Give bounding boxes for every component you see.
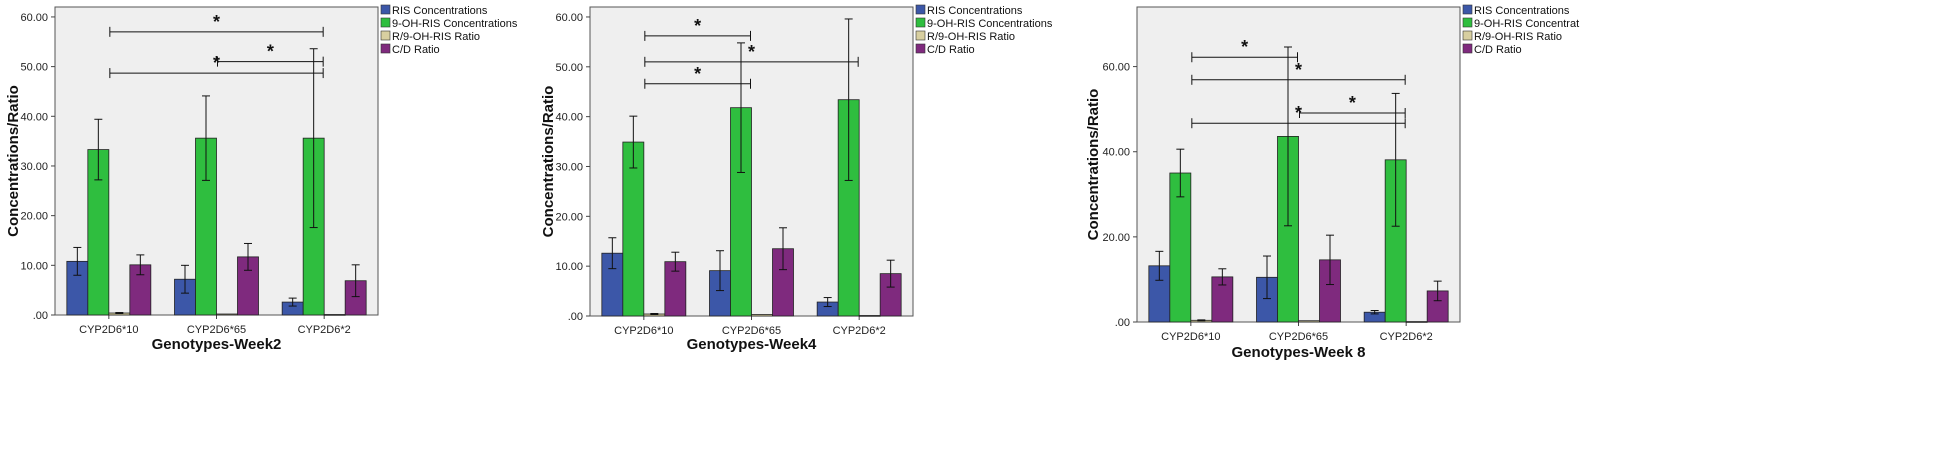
x-tick-label: CYP2D6*2 <box>833 325 886 337</box>
legend-swatch <box>915 43 926 54</box>
legend-swatch <box>915 30 926 41</box>
legend-swatch <box>380 17 391 28</box>
bar-r-9-oh-ris-ratio-CYP2D62 <box>323 314 346 316</box>
legend-label: RIS Concentrations <box>392 5 488 17</box>
legend-label: RIS Concentrations <box>927 5 1023 17</box>
legend-label: R/9-OH-RIS Ratio <box>927 31 1015 43</box>
x-axis-title: Genotypes-Week 8 <box>1232 344 1366 361</box>
legend-swatch <box>380 43 391 54</box>
x-tick-label: CYP2D6*10 <box>1161 331 1220 343</box>
legend-label: 9-OH-RIS Concentrat <box>1474 18 1579 30</box>
legend-label: R/9-OH-RIS Ratio <box>392 31 480 43</box>
x-tick-label: CYP2D6*10 <box>614 325 673 337</box>
y-tick-label: 30.00 <box>20 161 48 173</box>
legend-label: 9-OH-RIS Concentrations <box>392 18 518 30</box>
y-tick-label: 40.00 <box>555 112 583 124</box>
legend-swatch <box>915 4 926 15</box>
legend-label: 9-OH-RIS Concentrations <box>927 18 1053 30</box>
legend-swatch <box>380 30 391 41</box>
y-tick-label: .00 <box>33 310 48 322</box>
y-tick-label: 50.00 <box>20 62 48 74</box>
legend-swatch <box>1462 4 1473 15</box>
chart-panel-3: .00 20.00 40.00 60.00 Concentrations/Ratio CY… <box>1085 4 1579 361</box>
legend-label: C/D Ratio <box>1474 44 1522 56</box>
legend-swatch <box>1462 17 1473 28</box>
significance-star: * <box>1349 93 1356 113</box>
bar-r-9-oh-ris-ratio-CYP2D665 <box>751 314 773 317</box>
bar-r-9-oh-ris-ratio-CYP2D665 <box>1298 320 1320 323</box>
significance-star: * <box>213 12 220 32</box>
x-tick-label: CYP2D6*10 <box>79 324 138 336</box>
y-tick-label: 10.00 <box>555 261 583 273</box>
significance-star: * <box>1295 103 1302 123</box>
legend-swatch <box>380 4 391 15</box>
y-axis-title: Concentrations/Ratio <box>540 86 557 238</box>
significance-star: * <box>213 53 220 73</box>
legend-label: C/D Ratio <box>392 44 440 56</box>
legend-swatch <box>915 17 926 28</box>
y-tick-label: 60.00 <box>20 12 48 24</box>
x-axis-title: Genotypes-Week2 <box>152 336 282 353</box>
y-tick-label: 20.00 <box>20 211 48 223</box>
y-tick-label: 20.00 <box>555 211 583 223</box>
y-tick-label: 60.00 <box>555 12 583 24</box>
x-axis-title: Genotypes-Week4 <box>687 336 817 353</box>
significance-star: * <box>1295 60 1302 80</box>
y-tick-label: 40.00 <box>1102 147 1130 159</box>
y-tick-label: 50.00 <box>555 62 583 74</box>
significance-star: * <box>267 42 274 62</box>
y-axis-title: Concentrations/Ratio <box>5 85 22 237</box>
legend-swatch <box>1462 43 1473 54</box>
y-tick-label: 10.00 <box>20 260 48 272</box>
x-tick-label: CYP2D6*65 <box>1269 331 1328 343</box>
y-tick-label: 60.00 <box>1102 62 1130 74</box>
x-tick-label: CYP2D6*65 <box>722 325 781 337</box>
legend-label: RIS Concentrations <box>1474 5 1570 17</box>
y-tick-label: .00 <box>1115 317 1130 329</box>
chart-panel-2: .00 10.00 20.00 30.00 40.00 50.00 60.00 Concent… <box>540 4 1053 353</box>
bar-r-9-oh-ris-ratio-CYP2D665 <box>216 313 238 316</box>
bar-r-9-oh-ris-ratio-CYP2D62 <box>1405 321 1428 323</box>
x-tick-label: CYP2D6*2 <box>298 324 351 336</box>
bar-r-9-oh-ris-ratio-CYP2D62 <box>858 315 881 317</box>
legend-swatch <box>1462 30 1473 41</box>
legend-label: R/9-OH-RIS Ratio <box>1474 31 1562 43</box>
significance-star: * <box>1241 37 1248 57</box>
significance-star: * <box>694 16 701 36</box>
significance-star: * <box>748 42 755 62</box>
significance-star: * <box>694 64 701 84</box>
y-axis-title: Concentrations/Ratio <box>1085 89 1102 241</box>
y-tick-label: 40.00 <box>20 111 48 123</box>
y-tick-label: 30.00 <box>555 161 583 173</box>
y-tick-label: 20.00 <box>1102 232 1130 244</box>
chart-panel-1: .00 10.00 20.00 30.00 40.00 50.00 60.00 Concent… <box>5 4 518 353</box>
x-tick-label: CYP2D6*2 <box>1380 331 1433 343</box>
x-tick-label: CYP2D6*65 <box>187 324 246 336</box>
y-tick-label: .00 <box>568 311 583 323</box>
legend-label: C/D Ratio <box>927 44 975 56</box>
